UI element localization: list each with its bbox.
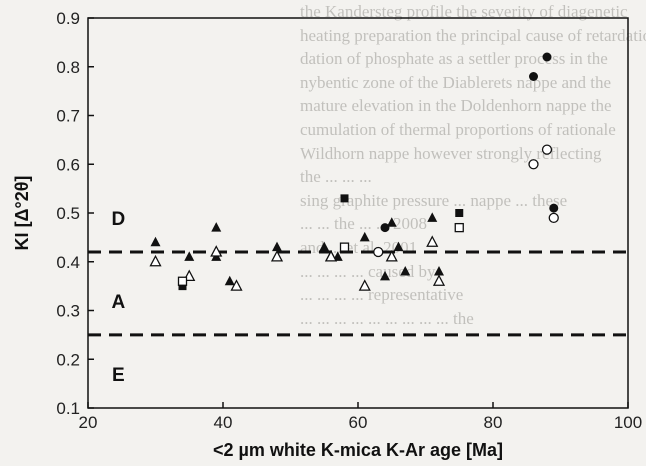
y-tick-label: 0.1 <box>56 399 80 418</box>
data-markers <box>149 52 559 291</box>
filled-triangle-marker <box>393 241 404 252</box>
filled-triangle-marker <box>400 266 411 276</box>
x-tick-label: 40 <box>214 413 233 432</box>
background-text-bleed: the Kandersteg profile the severity of d… <box>300 0 646 466</box>
filled-triangle-marker <box>434 266 444 276</box>
filled-square-marker <box>455 209 464 217</box>
filled-circle-marker <box>380 223 390 233</box>
open-triangle-marker <box>210 245 223 257</box>
filled-triangle-marker <box>319 241 330 252</box>
open-triangle-marker <box>230 279 243 291</box>
background-text-line: heating preparation the principal cause … <box>300 25 646 45</box>
plot-frame <box>87 17 629 409</box>
open-triangle-marker <box>385 249 398 262</box>
y-tick-label: 0.6 <box>56 155 80 174</box>
x-tick-label: 80 <box>484 413 503 432</box>
filled-circle-marker <box>549 203 559 213</box>
x-tick-label: 60 <box>349 413 368 432</box>
zone-label-d: D <box>112 209 126 230</box>
background-text-line: ... ... ... ... representative <box>300 285 464 305</box>
background-text-line: dation of phosphate as a settler process… <box>300 49 608 69</box>
background-text-line: sing graphite pressure ... nappe ... the… <box>300 190 568 210</box>
filled-square-marker <box>178 282 187 291</box>
y-tick-label: 0.3 <box>56 302 80 321</box>
filled-circle-marker <box>529 72 538 81</box>
open-triangle-marker <box>149 254 162 267</box>
y-tick-label: 0.8 <box>56 58 80 77</box>
y-tick-label: 0.9 <box>56 9 80 28</box>
y-tick-label: 0.7 <box>56 107 80 126</box>
x-axis-title: <2 µm white K-mica K-Ar age [Ma] <box>213 440 503 460</box>
x-tick-label: 100 <box>614 413 642 432</box>
background-text-line: the ... ... ... <box>300 167 372 187</box>
y-tick-label: 0.5 <box>56 204 80 223</box>
x-tick-label: 20 <box>79 413 98 432</box>
background-text-line: mature elevation in the Doldenhorn nappe… <box>300 96 612 116</box>
zone-label-a: A <box>112 292 126 313</box>
background-text-line: the Kandersteg profile the severity of d… <box>300 2 628 21</box>
filled-triangle-marker <box>211 222 222 232</box>
background-text-line: ... ... the ... ... 2008 <box>300 214 428 234</box>
zone-labels: D A E <box>112 209 126 386</box>
filled-triangle-marker <box>359 231 370 242</box>
filled-triangle-marker <box>150 236 161 247</box>
plot-area <box>87 17 629 409</box>
open-triangle-marker <box>270 249 284 262</box>
open-triangle-marker <box>432 274 446 286</box>
open-square-marker <box>454 222 464 233</box>
filled-triangle-marker <box>386 217 397 227</box>
x-axis-ticks: 20 40 60 80 100 <box>79 402 642 432</box>
open-circle-marker <box>373 246 384 258</box>
background-text-line: ... ... ... ... ... ... ... ... ... the <box>300 308 474 328</box>
y-axis-title: KI [Δ°2θ] <box>12 176 32 251</box>
open-triangle-marker <box>358 279 371 291</box>
background-text-line: cumulation of thermal proportions of rat… <box>300 119 616 139</box>
y-axis-ticks: 0.1 0.2 0.3 0.4 0.5 0.6 0.7 0.8 0.9 <box>56 9 94 418</box>
filled-circle-marker <box>542 52 552 62</box>
y-tick-label: 0.4 <box>56 253 80 272</box>
open-triangle-marker <box>426 235 439 247</box>
filled-triangle-marker <box>184 251 195 261</box>
filled-triangle-marker <box>380 270 390 281</box>
reference-lines <box>88 250 628 337</box>
filled-square-marker <box>340 194 349 203</box>
open-circle-marker <box>528 159 539 170</box>
open-circle-marker <box>541 144 553 155</box>
y-tick-label: 0.2 <box>56 350 80 369</box>
background-text-line: Wildhorn nappe however strongly reflecti… <box>300 143 602 163</box>
open-triangle-marker <box>324 249 338 262</box>
zone-label-e: E <box>112 365 125 386</box>
filled-triangle-marker <box>224 275 235 286</box>
open-square-marker <box>339 242 350 252</box>
filled-triangle-marker <box>427 212 438 222</box>
background-text-line: ... ... ... ... caused by <box>300 261 436 281</box>
filled-triangle-marker <box>272 241 282 252</box>
open-square-marker <box>177 276 188 286</box>
open-circle-marker <box>548 212 559 224</box>
